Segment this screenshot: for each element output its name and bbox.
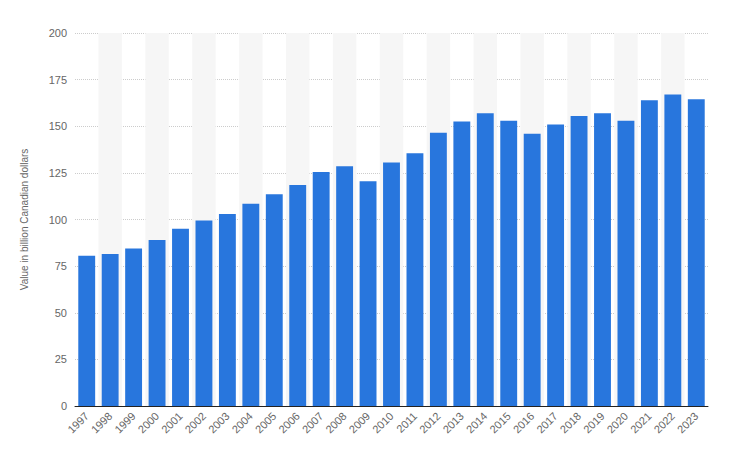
- svg-text:2020: 2020: [604, 410, 630, 436]
- svg-text:150: 150: [49, 120, 67, 132]
- svg-text:2007: 2007: [300, 410, 326, 436]
- svg-text:100: 100: [49, 214, 67, 226]
- svg-text:2009: 2009: [347, 410, 373, 436]
- svg-text:2005: 2005: [253, 410, 279, 436]
- svg-text:2019: 2019: [581, 410, 607, 436]
- svg-text:2002: 2002: [182, 410, 208, 436]
- svg-text:2022: 2022: [651, 410, 677, 436]
- svg-text:2014: 2014: [464, 410, 490, 436]
- svg-text:2023: 2023: [675, 410, 701, 436]
- svg-text:2003: 2003: [206, 410, 232, 436]
- svg-text:50: 50: [55, 307, 67, 319]
- svg-text:2015: 2015: [487, 410, 513, 436]
- svg-text:2000: 2000: [136, 410, 162, 436]
- svg-text:2004: 2004: [229, 410, 255, 436]
- svg-text:Value in billion Canadian doll: Value in billion Canadian dollars: [19, 149, 30, 291]
- svg-text:175: 175: [49, 74, 67, 86]
- svg-text:2021: 2021: [628, 410, 654, 436]
- svg-text:1997: 1997: [65, 410, 91, 436]
- svg-text:25: 25: [55, 353, 67, 365]
- svg-text:2013: 2013: [440, 410, 466, 436]
- svg-text:2006: 2006: [276, 410, 302, 436]
- svg-text:2001: 2001: [159, 410, 185, 436]
- svg-text:200: 200: [49, 27, 67, 39]
- svg-text:2010: 2010: [370, 410, 396, 436]
- svg-text:2011: 2011: [394, 410, 419, 435]
- svg-text:125: 125: [49, 167, 67, 179]
- svg-text:75: 75: [55, 260, 67, 272]
- svg-text:1998: 1998: [89, 410, 115, 436]
- svg-text:1999: 1999: [112, 410, 138, 436]
- svg-text:2018: 2018: [558, 410, 584, 436]
- svg-text:2008: 2008: [323, 410, 349, 436]
- svg-text:2012: 2012: [417, 410, 443, 436]
- svg-text:0: 0: [61, 400, 67, 412]
- svg-text:2017: 2017: [534, 410, 560, 436]
- svg-text:2016: 2016: [511, 410, 537, 436]
